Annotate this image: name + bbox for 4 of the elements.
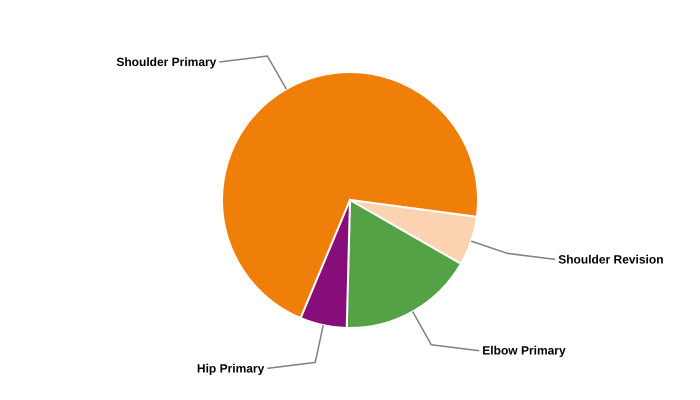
slice-label: Shoulder Revision bbox=[558, 252, 664, 266]
slice-label: Shoulder Primary bbox=[116, 55, 217, 70]
slice-label: Hip Primary bbox=[196, 361, 265, 376]
slice-label: Elbow Primary bbox=[482, 344, 566, 358]
